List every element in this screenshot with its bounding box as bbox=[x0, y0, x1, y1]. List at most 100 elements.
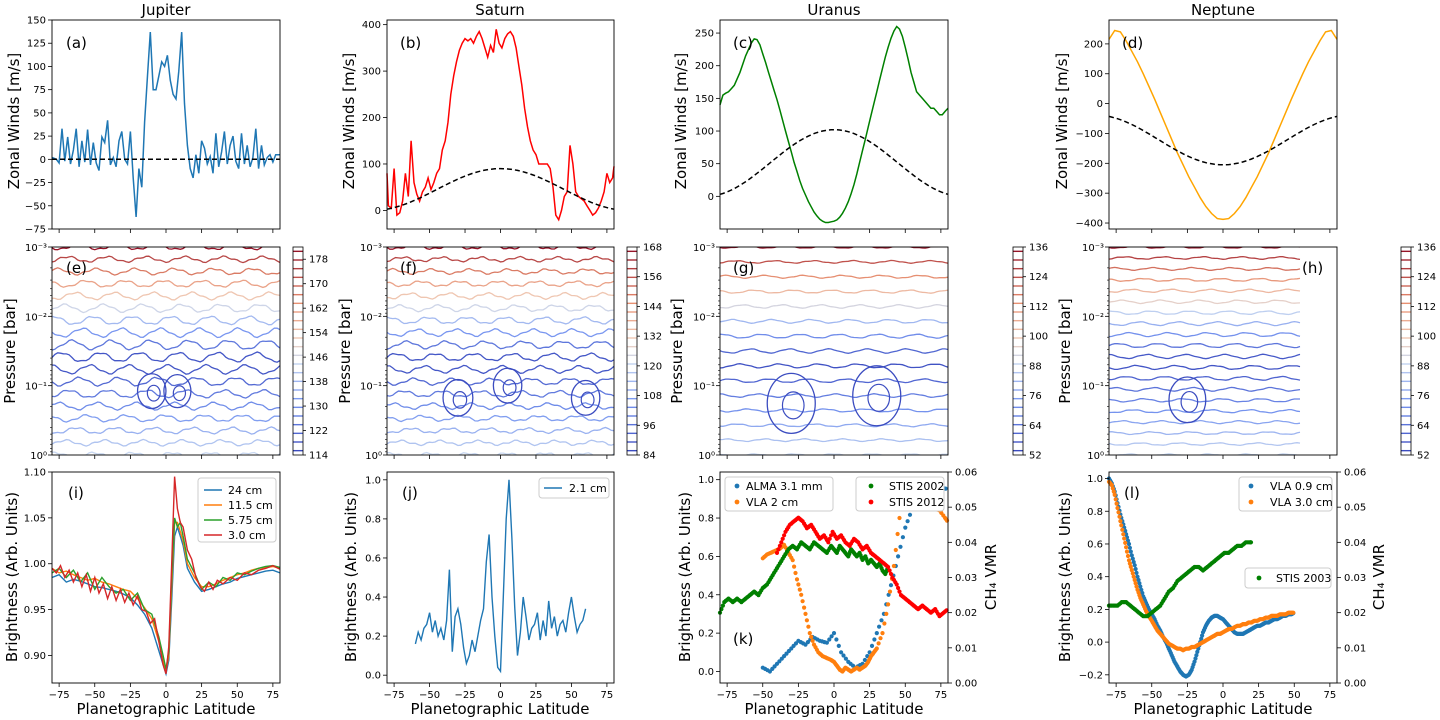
temperature-contour bbox=[52, 279, 280, 289]
y2-tick-label: 0.05 bbox=[955, 503, 977, 514]
axes-frame bbox=[386, 471, 615, 684]
y-tick-label: 100 bbox=[695, 127, 714, 138]
temperature-contour bbox=[52, 247, 264, 251]
y-tick-label: 0 bbox=[1097, 99, 1103, 110]
x-tick-label: −50 bbox=[752, 690, 773, 701]
title-jupiter: Jupiter bbox=[141, 1, 192, 19]
brightness-point bbox=[1133, 581, 1138, 586]
x-tick-label: 25 bbox=[195, 690, 208, 701]
y-tick-label: −100 bbox=[1076, 129, 1103, 140]
legend-jupiter: 24 cm 11.5 cm 5.75 cm 3.0 cm bbox=[197, 477, 277, 543]
temperature-contour bbox=[387, 316, 614, 325]
temperature-contour bbox=[720, 453, 948, 455]
temperature-contour bbox=[720, 348, 948, 354]
colorbar-tick-label: 146 bbox=[309, 353, 328, 364]
brightness-point bbox=[895, 531, 900, 537]
legend-label: 24 cm bbox=[228, 484, 262, 497]
legend-swatch bbox=[734, 499, 740, 505]
temperature-contour bbox=[1109, 299, 1301, 305]
wind-profile-line bbox=[51, 32, 280, 217]
x-tick-label: −25 bbox=[454, 690, 475, 701]
brightness-point bbox=[774, 550, 780, 556]
temperature-contour bbox=[52, 388, 280, 399]
legend-label: VLA 0.9 cm bbox=[1270, 480, 1333, 493]
y-tick-label: 50 bbox=[33, 108, 46, 119]
brightness-point bbox=[796, 582, 801, 587]
y-tick-label: 150 bbox=[695, 94, 714, 105]
brightness-point bbox=[879, 618, 884, 623]
temperature-contour bbox=[720, 274, 948, 279]
colorbar-tick-label: 76 bbox=[1029, 391, 1042, 402]
ylabel-pressure-jupiter: Pressure [bar] bbox=[1, 298, 19, 403]
colorbar-tick-label: 156 bbox=[643, 272, 662, 283]
brightness-point bbox=[827, 536, 832, 541]
temperature-axes: 10⁻³ 10⁻² 10⁻¹ 10⁰ bbox=[693, 243, 942, 462]
temperature-contour bbox=[387, 327, 614, 338]
temperature-contour bbox=[387, 377, 614, 386]
brightness-point bbox=[843, 656, 849, 661]
x-tick-label: −25 bbox=[1177, 690, 1198, 701]
legend-label: 3.0 cm bbox=[228, 529, 266, 542]
y-tick-label: 0 bbox=[708, 192, 714, 203]
axes-frame bbox=[386, 246, 615, 456]
y-tick-label: 10⁻¹ bbox=[25, 382, 47, 393]
y-tick-label: 10⁻² bbox=[360, 312, 382, 323]
brightness-point bbox=[1115, 505, 1120, 511]
temperature-contour-closed bbox=[172, 385, 187, 402]
x-tick-label: −75 bbox=[1106, 690, 1127, 701]
ylabel-brightness-jupiter: Brightness (Arb. Units) bbox=[3, 492, 21, 662]
temperature-contour bbox=[387, 267, 614, 276]
y-tick-label: −75 bbox=[25, 225, 46, 236]
colorbar-tick-label: 96 bbox=[643, 421, 656, 432]
brightness-point bbox=[891, 563, 897, 569]
temperature-contour bbox=[387, 389, 614, 399]
y2label-ch4-neptune: CH₄ VMR bbox=[1370, 544, 1388, 610]
temperature-contour bbox=[720, 363, 948, 369]
brightness-point bbox=[839, 650, 844, 655]
temperature-contour bbox=[387, 340, 614, 350]
y-tick-label: 0.6 bbox=[1087, 539, 1103, 550]
brightness-point bbox=[1129, 568, 1134, 573]
x-tick-label: −25 bbox=[120, 690, 141, 701]
axes-frame bbox=[51, 471, 281, 684]
ylabel-pressure-uranus: Pressure [bar] bbox=[668, 298, 686, 403]
brightness-point bbox=[876, 641, 881, 646]
brightness-point bbox=[1121, 532, 1126, 537]
y-tick-label: 0.4 bbox=[365, 593, 381, 604]
ylabel-brightness-saturn: Brightness (Arb. Units) bbox=[342, 492, 360, 662]
y-tick-label: 10⁰ bbox=[30, 451, 47, 462]
brightness-point bbox=[790, 558, 795, 563]
temperature-axes: 10⁻³ 10⁻² 10⁻¹ 10⁰ bbox=[1082, 243, 1331, 462]
brightness-point bbox=[893, 547, 898, 553]
brightness-point bbox=[1130, 556, 1135, 561]
brightness-point bbox=[794, 577, 800, 582]
y-tick-label: 1.05 bbox=[24, 513, 46, 524]
temperature-contour bbox=[387, 352, 614, 362]
y2-tick-label: 0.01 bbox=[955, 643, 977, 654]
brightness-point bbox=[1114, 501, 1119, 506]
y-tick-label: 10⁻³ bbox=[360, 243, 382, 254]
temperature-contour bbox=[52, 401, 280, 411]
brightness-point bbox=[869, 643, 875, 649]
y-tick-label: −200 bbox=[1076, 159, 1103, 170]
axes-frame bbox=[719, 19, 949, 230]
x-tick-label: 75 bbox=[267, 690, 280, 701]
temperature-contour bbox=[720, 393, 948, 399]
brightness-point bbox=[896, 554, 901, 559]
brightness-point bbox=[826, 540, 831, 545]
x-tick-label: 75 bbox=[1324, 690, 1337, 701]
y-tick-label: 0.0 bbox=[698, 667, 714, 678]
brightness-point bbox=[810, 638, 815, 643]
colorbar-tick-label: 168 bbox=[643, 243, 662, 254]
panel-winds-jupiter: −75 −50 −25 0 25 50 75 100 125 150 bbox=[25, 16, 280, 236]
x-tick-label: −50 bbox=[1141, 690, 1162, 701]
brightness-point bbox=[907, 512, 913, 517]
legend-box bbox=[855, 476, 945, 512]
y-tick-label: 10⁻¹ bbox=[360, 382, 382, 393]
colorbar-tick-label: 52 bbox=[1417, 451, 1430, 462]
x-tick-label: 25 bbox=[530, 690, 543, 701]
brightness-point bbox=[1109, 483, 1114, 488]
y2-tick-label: 0.06 bbox=[1344, 468, 1366, 479]
temperature-contour bbox=[720, 423, 948, 428]
